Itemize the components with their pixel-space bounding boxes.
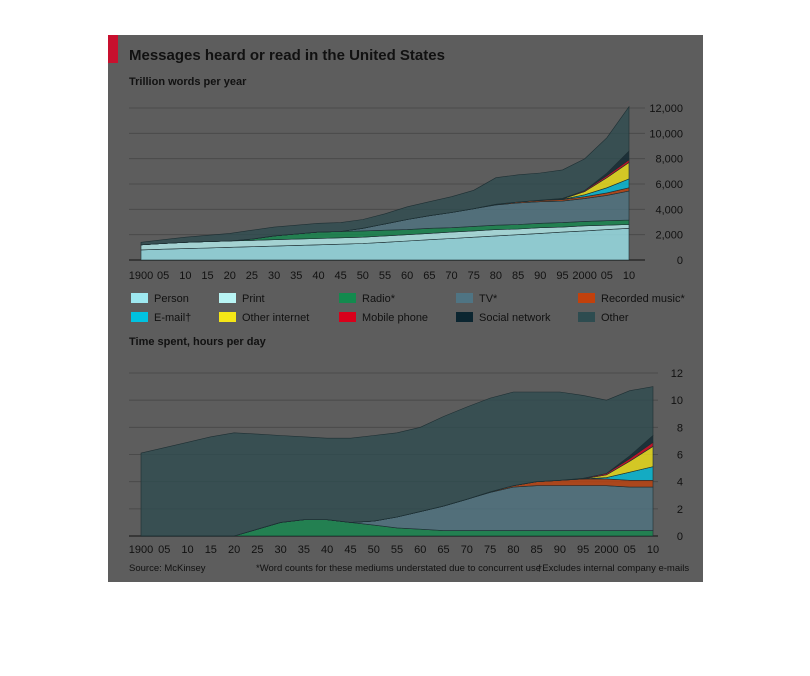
legend-label-radio: Radio* — [362, 293, 396, 305]
top-y-tick-label: 12,000 — [649, 103, 683, 115]
bottom-y-tick-label: 4 — [677, 477, 683, 489]
footnote-email: †Excludes internal company e-mails — [537, 563, 690, 574]
legend-swatch-recorded-music — [578, 293, 595, 303]
bottom-x-tick-label: 1900 — [129, 544, 153, 556]
bottom-x-tick-label: 75 — [484, 544, 496, 556]
top-y-tick-label: 6,000 — [655, 179, 683, 191]
bottom-y-tick-label: 6 — [677, 450, 683, 462]
top-x-tick-label: 30 — [268, 270, 280, 282]
top-x-tick-label: 1900 — [129, 270, 153, 282]
top-x-tick-label: 10 — [179, 270, 191, 282]
legend-label-recorded-music: Recorded music* — [601, 293, 685, 305]
bottom-x-tick-label: 10 — [647, 544, 659, 556]
top-x-tick-label: 90 — [534, 270, 546, 282]
bottom-x-tick-label: 05 — [158, 544, 170, 556]
legend-label-social-network: Social network — [479, 312, 551, 324]
legend-label-person: Person — [154, 293, 189, 305]
top-y-tick-label: 8,000 — [655, 154, 683, 166]
bottom-x-tick-label: 40 — [321, 544, 333, 556]
top-chart-subtitle: Trillion words per year — [129, 76, 247, 88]
top-x-tick-label: 65 — [423, 270, 435, 282]
bottom-area-other — [140, 386, 654, 537]
bottom-y-tick-label: 8 — [677, 422, 683, 434]
legend-swatch-e-mail — [131, 312, 148, 322]
bottom-chart-subtitle: Time spent, hours per day — [129, 336, 266, 348]
top-x-tick-label: 10 — [623, 270, 635, 282]
top-x-tick-label: 15 — [201, 270, 213, 282]
top-y-tick-label: 4,000 — [655, 204, 683, 216]
chart-title: Messages heard or read in the United Sta… — [129, 47, 445, 64]
bottom-x-tick-label: 50 — [368, 544, 380, 556]
top-x-tick-label: 95 — [556, 270, 568, 282]
legend-label-mobile-phone: Mobile phone — [362, 312, 428, 324]
bottom-x-tick-label: 05 — [624, 544, 636, 556]
footnote-concurrent-use: *Word counts for these mediums understat… — [256, 563, 541, 574]
top-x-tick-label: 60 — [401, 270, 413, 282]
bottom-x-tick-label: 30 — [275, 544, 287, 556]
top-x-tick-label: 25 — [246, 270, 258, 282]
top-x-tick-label: 75 — [468, 270, 480, 282]
top-x-tick-label: 50 — [357, 270, 369, 282]
legend-swatch-tv — [456, 293, 473, 303]
top-x-tick-label: 80 — [490, 270, 502, 282]
bottom-x-tick-label: 45 — [344, 544, 356, 556]
bottom-y-tick-label: 2 — [677, 504, 683, 516]
top-x-tick-label: 20 — [224, 270, 236, 282]
top-y-tick-label: 10,000 — [649, 128, 683, 140]
legend-label-other: Other — [601, 312, 629, 324]
bottom-x-tick-label: 10 — [181, 544, 193, 556]
legend-swatch-social-network — [456, 312, 473, 322]
legend-label-other-internet: Other internet — [242, 312, 309, 324]
legend-label-e-mail: E-mail† — [154, 312, 191, 324]
bottom-x-tick-label: 60 — [414, 544, 426, 556]
bottom-x-tick-label: 80 — [507, 544, 519, 556]
top-x-tick-label: 40 — [312, 270, 324, 282]
bottom-x-tick-label: 90 — [554, 544, 566, 556]
legend-swatch-print — [219, 293, 236, 303]
top-x-tick-label: 05 — [157, 270, 169, 282]
top-x-tick-label: 85 — [512, 270, 524, 282]
top-x-tick-label: 35 — [290, 270, 302, 282]
bottom-x-tick-label: 20 — [228, 544, 240, 556]
bottom-y-tick-label: 10 — [671, 395, 683, 407]
top-y-tick-label: 0 — [677, 255, 683, 267]
top-x-tick-label: 45 — [335, 270, 347, 282]
bottom-x-tick-label: 15 — [205, 544, 217, 556]
bottom-y-tick-label: 0 — [677, 531, 683, 543]
bottom-x-tick-label: 35 — [298, 544, 310, 556]
top-x-tick-label: 55 — [379, 270, 391, 282]
legend-swatch-radio — [339, 293, 356, 303]
source-note: Source: McKinsey — [129, 563, 206, 574]
bottom-x-tick-label: 2000 — [594, 544, 618, 556]
legend-label-print: Print — [242, 293, 265, 305]
bottom-x-tick-label: 95 — [577, 544, 589, 556]
bottom-x-tick-label: 25 — [251, 544, 263, 556]
bottom-x-tick-label: 70 — [461, 544, 473, 556]
legend-swatch-person — [131, 293, 148, 303]
top-x-tick-label: 70 — [445, 270, 457, 282]
top-y-tick-label: 2,000 — [655, 230, 683, 242]
legend-swatch-other — [578, 312, 595, 322]
top-area-other — [140, 105, 630, 246]
top-x-tick-label: 2000 — [572, 270, 596, 282]
legend-swatch-other-internet — [219, 312, 236, 322]
bottom-y-tick-label: 12 — [671, 368, 683, 380]
legend-label-tv: TV* — [479, 293, 498, 305]
bottom-x-tick-label: 85 — [531, 544, 543, 556]
bottom-x-tick-label: 55 — [391, 544, 403, 556]
top-x-tick-label: 05 — [601, 270, 613, 282]
accent-bar — [108, 35, 118, 63]
legend-swatch-mobile-phone — [339, 312, 356, 322]
bottom-x-tick-label: 65 — [437, 544, 449, 556]
